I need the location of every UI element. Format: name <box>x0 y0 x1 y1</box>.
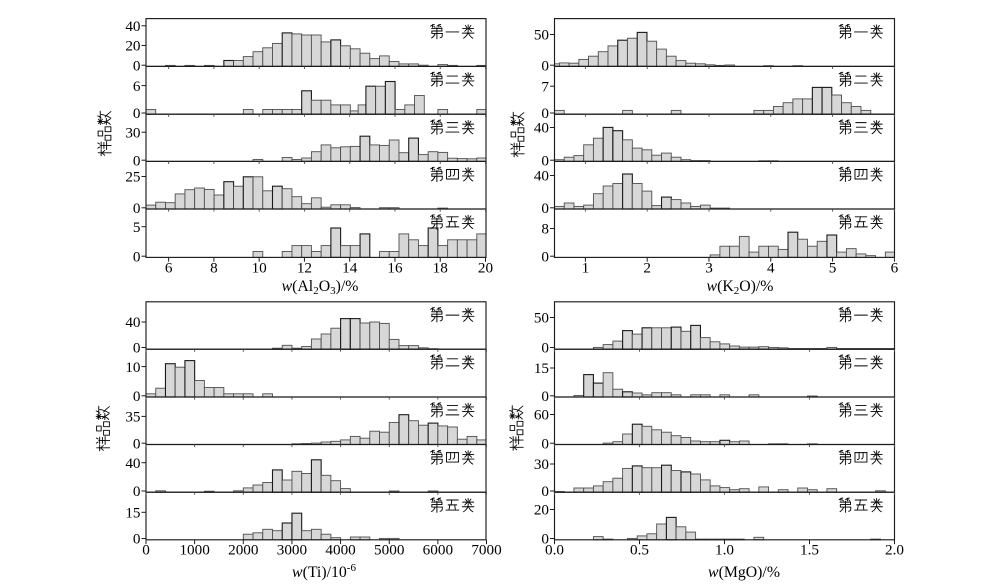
svg-text:w(K2O)/%: w(K2O)/% <box>707 278 774 297</box>
svg-text:60: 60 <box>534 407 550 424</box>
svg-text:0: 0 <box>541 105 549 122</box>
svg-text:2000: 2000 <box>228 542 259 559</box>
svg-text:40: 40 <box>125 18 141 35</box>
svg-text:0: 0 <box>133 531 141 548</box>
svg-text:0: 0 <box>541 435 549 452</box>
svg-text:40: 40 <box>125 314 141 331</box>
svg-text:0: 0 <box>541 340 549 357</box>
svg-text:12: 12 <box>297 260 312 277</box>
svg-text:50: 50 <box>534 27 550 44</box>
svg-text:20: 20 <box>125 38 141 55</box>
svg-text:0: 0 <box>133 483 141 500</box>
svg-text:35: 35 <box>125 409 140 426</box>
svg-text:6000: 6000 <box>423 542 454 559</box>
svg-text:8: 8 <box>541 221 549 238</box>
svg-text:6: 6 <box>165 260 173 277</box>
svg-text:0: 0 <box>541 388 549 405</box>
svg-text:25: 25 <box>125 169 140 186</box>
svg-text:14: 14 <box>342 260 358 277</box>
svg-text:0: 0 <box>541 248 549 265</box>
svg-text:7000: 7000 <box>471 542 502 559</box>
svg-text:0: 0 <box>541 531 549 548</box>
svg-text:0: 0 <box>541 483 549 500</box>
svg-text:20: 20 <box>534 502 550 519</box>
svg-text:6: 6 <box>891 260 899 277</box>
svg-text:0.5: 0.5 <box>630 542 649 559</box>
svg-text:0: 0 <box>133 248 141 265</box>
svg-text:4: 4 <box>767 260 775 277</box>
svg-text:5000: 5000 <box>374 542 405 559</box>
svg-text:0: 0 <box>133 152 141 169</box>
svg-text:8: 8 <box>210 260 218 277</box>
svg-text:15: 15 <box>534 360 549 377</box>
svg-text:0: 0 <box>133 105 141 122</box>
svg-text:0: 0 <box>142 542 150 559</box>
svg-text:0: 0 <box>133 200 141 217</box>
svg-text:16: 16 <box>387 260 403 277</box>
svg-text:6: 6 <box>133 78 141 95</box>
svg-text:10: 10 <box>125 359 141 376</box>
svg-text:30: 30 <box>125 124 141 141</box>
svg-text:0: 0 <box>133 57 141 74</box>
svg-text:1000: 1000 <box>179 542 210 559</box>
svg-text:40: 40 <box>125 455 141 472</box>
svg-text:0: 0 <box>133 435 141 452</box>
svg-text:1.5: 1.5 <box>800 542 819 559</box>
svg-text:0: 0 <box>133 388 141 405</box>
svg-text:5: 5 <box>133 219 141 236</box>
svg-text:40: 40 <box>534 120 550 137</box>
svg-text:2.0: 2.0 <box>885 542 904 559</box>
svg-text:7: 7 <box>541 78 549 95</box>
svg-text:0: 0 <box>541 57 549 74</box>
svg-text:10: 10 <box>252 260 268 277</box>
svg-text:5: 5 <box>829 260 837 277</box>
svg-text:w(MgO)/%: w(MgO)/% <box>708 564 780 581</box>
svg-text:w(Al2O3)/%: w(Al2O3)/% <box>282 278 359 297</box>
svg-text:1: 1 <box>582 260 590 277</box>
svg-text:50: 50 <box>534 310 550 327</box>
svg-text:0: 0 <box>541 200 549 217</box>
svg-text:20: 20 <box>478 260 494 277</box>
svg-text:30: 30 <box>534 456 550 473</box>
svg-text:0.0: 0.0 <box>545 542 564 559</box>
svg-text:3: 3 <box>705 260 713 277</box>
svg-text:3000: 3000 <box>277 542 308 559</box>
svg-text:15: 15 <box>125 505 140 522</box>
svg-text:0: 0 <box>541 152 549 169</box>
svg-text:0: 0 <box>133 340 141 357</box>
svg-text:1.0: 1.0 <box>715 542 734 559</box>
svg-text:w(Ti)/10-6: w(Ti)/10-6 <box>292 562 356 581</box>
svg-text:18: 18 <box>433 260 449 277</box>
svg-text:4000: 4000 <box>325 542 356 559</box>
svg-text:40: 40 <box>534 168 550 185</box>
svg-text:2: 2 <box>643 260 651 277</box>
